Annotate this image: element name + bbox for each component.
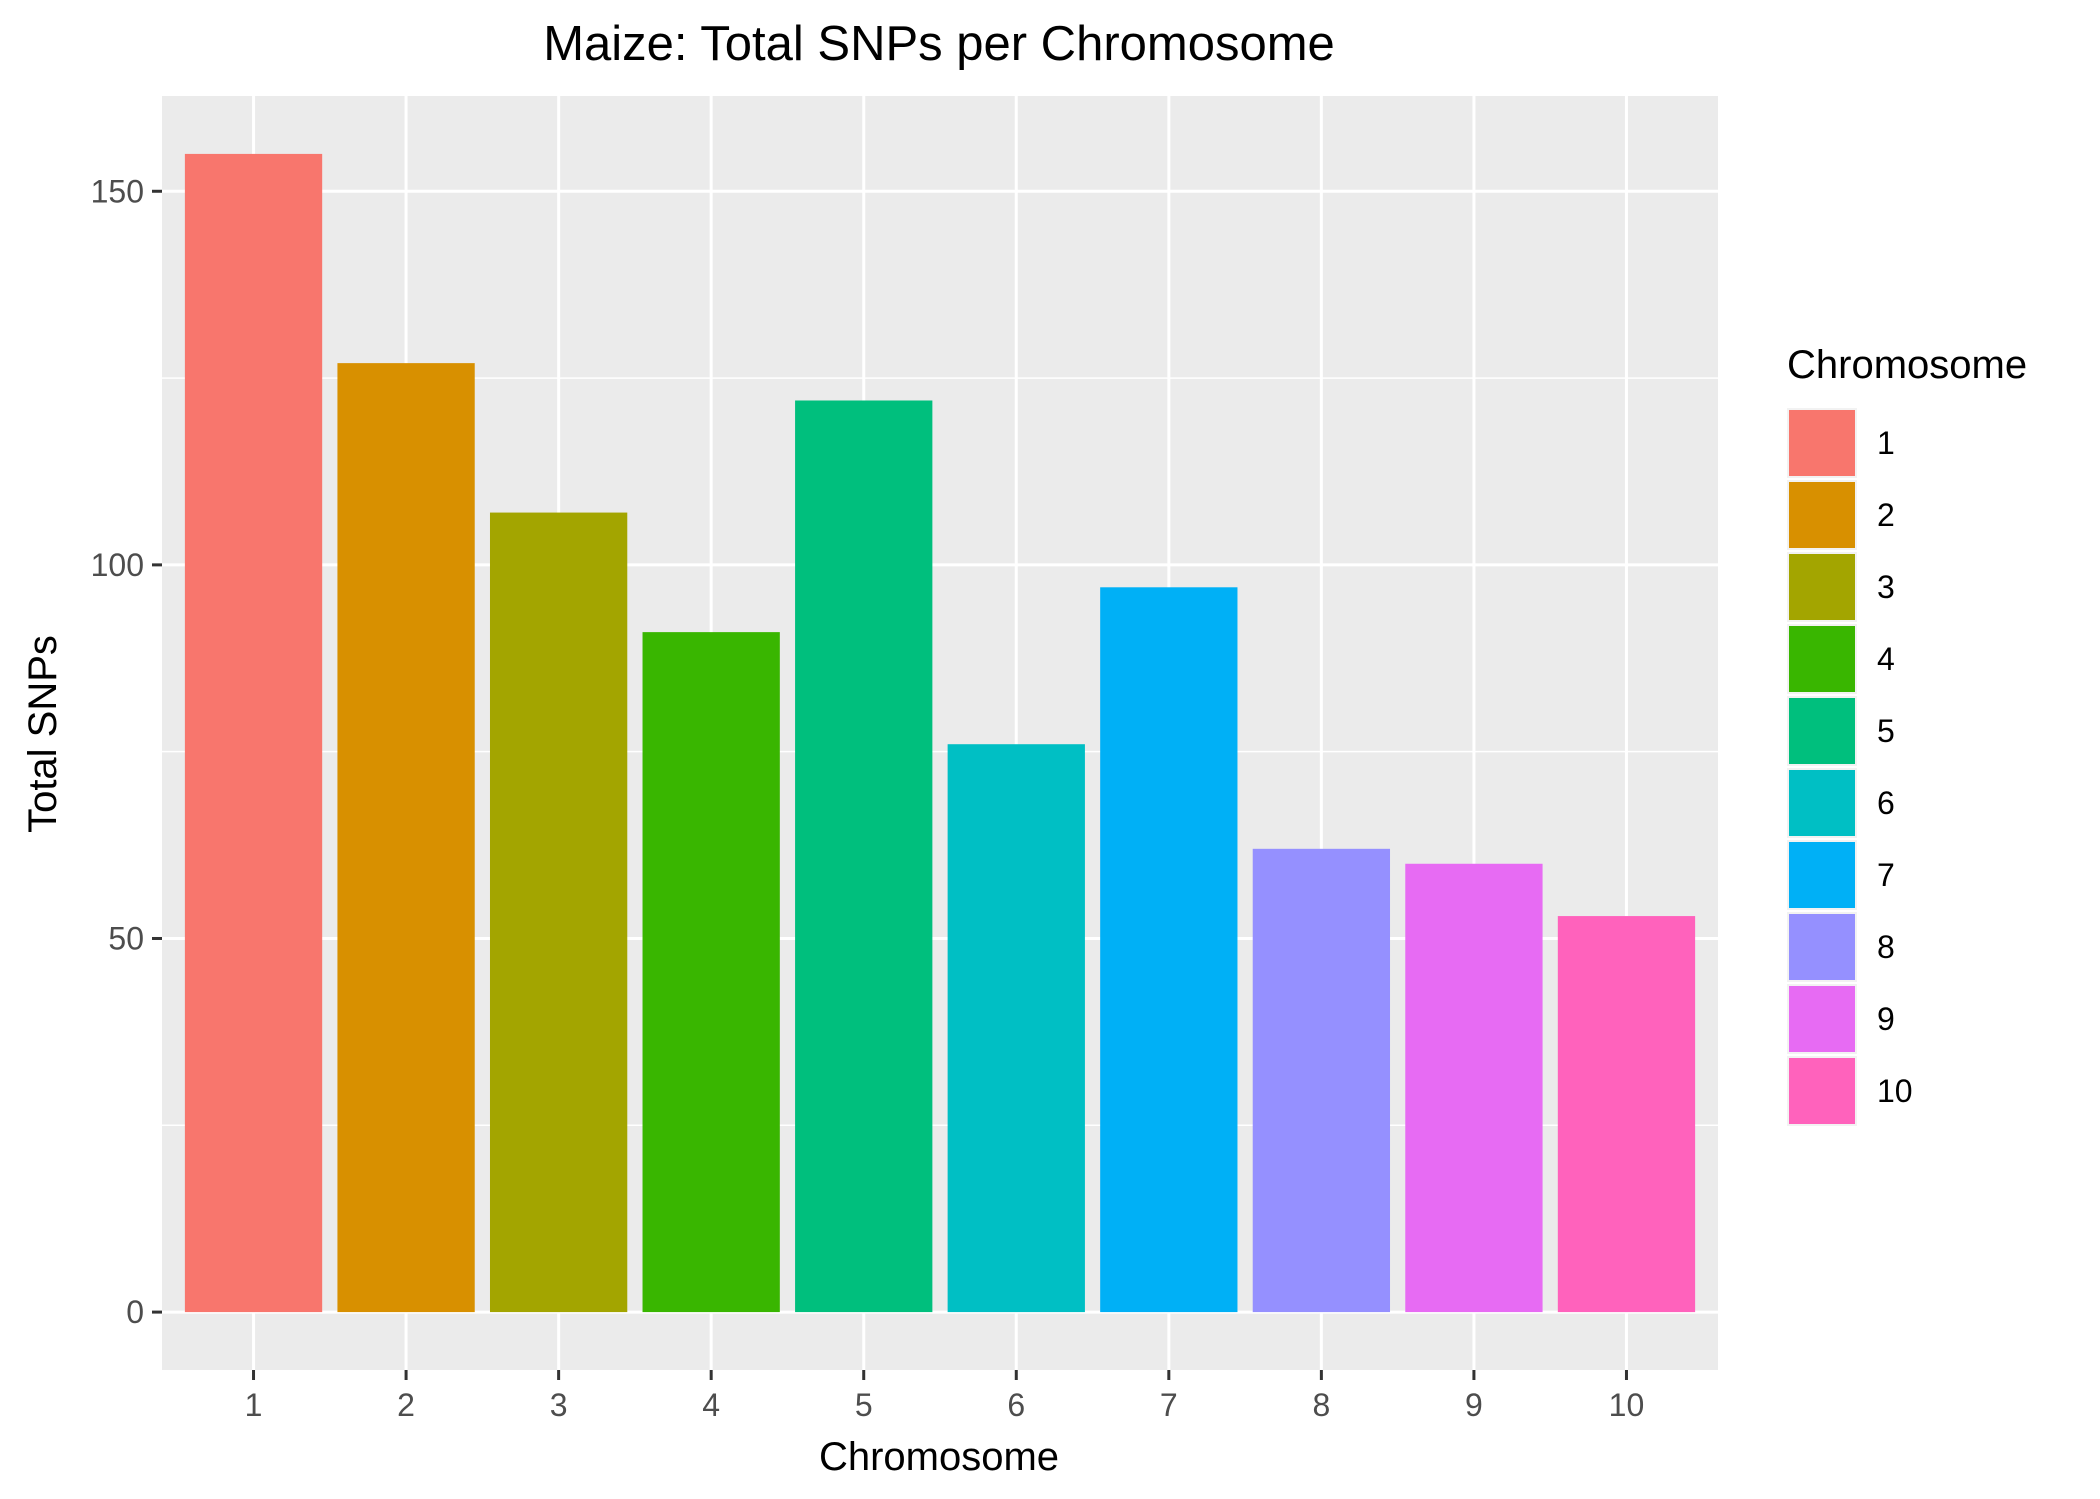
x-tick-label: 7 <box>1160 1387 1178 1423</box>
legend-label: 3 <box>1877 569 1895 605</box>
x-tick-label: 5 <box>855 1387 873 1423</box>
y-axis: 0 50 100 150 <box>91 173 162 1330</box>
y-tick-label: 50 <box>108 920 144 956</box>
legend-label: 4 <box>1877 641 1895 677</box>
legend-key-swatch <box>1789 410 1855 476</box>
x-tick-label: 2 <box>397 1387 415 1423</box>
legend-key-swatch <box>1789 770 1855 836</box>
x-tick-label: 8 <box>1312 1387 1330 1423</box>
legend-label: 6 <box>1877 785 1895 821</box>
legend-key-swatch <box>1789 626 1855 692</box>
legend-label: 9 <box>1877 1001 1895 1037</box>
bars <box>184 153 1696 1313</box>
legend: Chromosome 1 2 3 4 5 6 7 8 9 10 <box>1787 343 2027 1126</box>
legend-label: 1 <box>1877 425 1895 461</box>
x-tick-label: 9 <box>1465 1387 1483 1423</box>
chart-title: Maize: Total SNPs per Chromosome <box>543 17 1335 71</box>
legend-title: Chromosome <box>1787 343 2027 387</box>
x-axis: 1 2 3 4 5 6 7 8 9 10 <box>245 1370 1645 1423</box>
bar-chromosome-8 <box>1252 848 1391 1313</box>
bar-chromosome-4 <box>642 632 780 1313</box>
x-tick-label: 10 <box>1609 1387 1645 1423</box>
y-tick-label: 150 <box>91 173 144 209</box>
bar-chromosome-10 <box>1557 916 1696 1313</box>
y-tick-label: 100 <box>91 547 144 583</box>
bar-chromosome-6 <box>947 744 1085 1313</box>
legend-key-swatch <box>1789 842 1855 908</box>
x-tick-label: 6 <box>1007 1387 1025 1423</box>
legend-items: 1 2 3 4 5 6 7 8 9 10 <box>1787 408 1913 1126</box>
bar-chromosome-5 <box>795 400 933 1313</box>
y-axis-title: Total SNPs <box>21 635 65 833</box>
bar-chromosome-2 <box>337 363 475 1313</box>
x-tick-label: 1 <box>245 1387 263 1423</box>
legend-key-swatch <box>1789 1058 1855 1124</box>
x-tick-label: 3 <box>550 1387 568 1423</box>
y-tick-label: 0 <box>126 1294 144 1330</box>
legend-label: 2 <box>1877 497 1895 533</box>
bar-chromosome-9 <box>1405 863 1543 1313</box>
bar-chromosome-7 <box>1100 587 1238 1313</box>
x-tick-label: 4 <box>702 1387 720 1423</box>
x-axis-title: Chromosome <box>819 1435 1059 1479</box>
legend-label: 5 <box>1877 713 1895 749</box>
bar-chromosome-3 <box>489 512 628 1313</box>
legend-label: 10 <box>1877 1073 1913 1109</box>
legend-key-swatch <box>1789 698 1855 764</box>
legend-key-swatch <box>1789 986 1855 1052</box>
legend-label: 7 <box>1877 857 1895 893</box>
legend-key-swatch <box>1789 482 1855 548</box>
legend-label: 8 <box>1877 929 1895 965</box>
legend-key-swatch <box>1789 914 1855 980</box>
legend-key-swatch <box>1789 554 1855 620</box>
bar-chromosome-1 <box>184 153 323 1313</box>
